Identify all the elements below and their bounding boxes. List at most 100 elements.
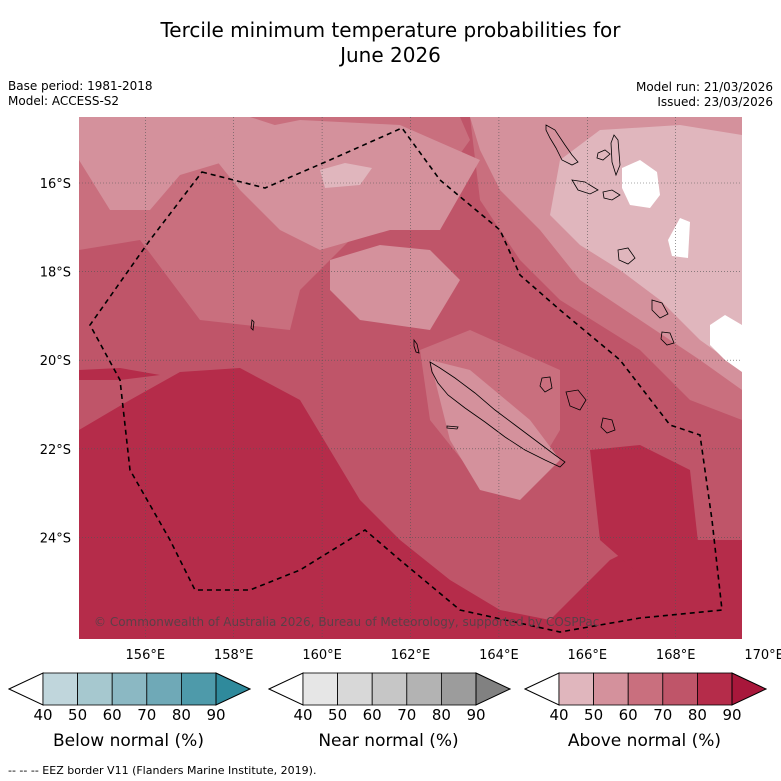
isle-coast	[446, 425, 459, 430]
eez-border	[89, 127, 723, 633]
colorbar-low-extension	[524, 672, 560, 706]
colorbar-segment	[406, 672, 442, 706]
lon-tick-label: 164°E	[479, 648, 519, 663]
base-period: Base period: 1981-2018	[8, 79, 153, 93]
colorbar-tick-label: 60	[102, 706, 122, 724]
graticule	[79, 117, 742, 639]
field-50-center	[330, 245, 460, 330]
lat-tick-label: 18°S	[40, 266, 71, 281]
field-white-3	[710, 315, 742, 372]
field-white-1	[622, 160, 660, 208]
colorbar-tick-label: 70	[137, 706, 157, 724]
coastlines	[250, 124, 675, 468]
reef-coast	[413, 338, 420, 354]
lon-tick-label: 156°E	[126, 648, 166, 663]
lat-tick-label: 22°S	[40, 443, 71, 458]
island-5	[617, 247, 636, 265]
lat-tick-label: 16°S	[40, 177, 71, 192]
latitude-axis: 16°S 18°S 20°S 22°S 24°S	[40, 177, 71, 546]
island-2	[610, 134, 621, 177]
island-7	[660, 331, 675, 346]
field-white-2	[668, 218, 690, 258]
chesterfield-coast	[250, 319, 255, 331]
colorbar-segment	[180, 672, 217, 706]
field-40-north	[320, 163, 372, 188]
probability-field	[79, 117, 742, 639]
colorbar-tick-label: 50	[584, 706, 604, 724]
colorbar-segment	[302, 672, 338, 706]
colorbar-tick-label: 60	[618, 706, 638, 724]
colorbar-low-extension	[268, 672, 304, 706]
colorbar-high-extension	[215, 672, 251, 706]
field-80-south	[79, 368, 742, 639]
colorbar-tick-label: 80	[431, 706, 451, 724]
island-3	[571, 179, 599, 195]
lon-tick-label: 158°E	[214, 648, 254, 663]
colorbar-tick-label: 70	[653, 706, 673, 724]
colorbar-tick-label: 90	[206, 706, 226, 724]
map-title: Tercile minimum temperature probabilitie…	[0, 18, 781, 68]
model-name: Model: ACCESS-S2	[8, 94, 120, 108]
island-4	[602, 189, 621, 201]
meta-right: Model run: 21/03/2026 Issued: 23/03/2026	[636, 80, 773, 110]
colorbar-segment	[662, 672, 698, 706]
colorbar-low-extension	[8, 672, 44, 706]
eez-legend-note: -- -- -- EEZ border V11 (Flanders Marine…	[8, 764, 317, 777]
colorbar-segment	[111, 672, 148, 706]
lifou-coast	[565, 389, 587, 411]
meta-left: Base period: 1981-2018 Model: ACCESS-S2	[8, 79, 153, 109]
colorbar-segment	[77, 672, 113, 706]
colorbar-segment	[440, 672, 477, 706]
colorbar-segment	[146, 672, 182, 706]
colorbar-tick-label: 40	[549, 706, 569, 724]
new-caledonia-coast	[429, 361, 566, 468]
title-line-2: June 2026	[340, 43, 441, 67]
colorbar	[268, 672, 511, 706]
lon-tick-label: 168°E	[656, 648, 696, 663]
model-run: Model run: 21/03/2026	[635, 80, 773, 94]
island-6	[651, 299, 669, 319]
colorbar-high-extension	[475, 672, 511, 706]
issued-date: Issued: 23/03/2026	[657, 95, 773, 109]
field-80-east	[590, 445, 700, 575]
colorbar-tick-label: 40	[293, 706, 313, 724]
copyright-notice: © Commonwealth of Australia 2026, Bureau…	[94, 615, 599, 629]
island-1	[596, 149, 611, 161]
colorbar-segment	[593, 672, 629, 706]
colorbar-segment	[371, 672, 408, 706]
colorbar-tick-label: 40	[33, 706, 53, 724]
colorbar-high-extension	[731, 672, 767, 706]
colorbar-segment	[558, 672, 594, 706]
lon-tick-label: 162°E	[391, 648, 431, 663]
mare-coast	[600, 417, 616, 434]
colorbar-label: Below normal (%)	[53, 731, 204, 751]
lat-tick-label: 20°S	[40, 354, 71, 369]
colorbar-segment	[696, 672, 733, 706]
field-40-east	[550, 125, 742, 370]
field-80-west	[79, 368, 160, 380]
colorbar	[8, 672, 251, 706]
colorbar-tick-label: 70	[397, 706, 417, 724]
ouvea-coast	[539, 376, 553, 393]
colorbar	[524, 672, 767, 706]
lat-tick-label: 24°S	[40, 531, 71, 546]
colorbar-label: Above normal (%)	[567, 731, 722, 751]
longitude-axis: 156°E 158°E 160°E 162°E 164°E 166°E 168°E 170°E	[126, 648, 781, 663]
lon-tick-label: 170°E	[744, 648, 781, 663]
colorbar-tick-label: 60	[362, 706, 382, 724]
title-line-1: Tercile minimum temperature probabilitie…	[160, 18, 621, 42]
colorbar-tick-label: 90	[466, 706, 486, 724]
colorbar-segment	[337, 672, 373, 706]
espiritu-santo-coast	[545, 124, 579, 166]
colorbar-segment	[627, 672, 664, 706]
lon-tick-label: 160°E	[302, 648, 342, 663]
colorbar-tick-label: 90	[722, 706, 742, 724]
lon-tick-label: 166°E	[568, 648, 608, 663]
colorbar-tick-label: 80	[171, 706, 191, 724]
colorbar-label: Near normal (%)	[318, 731, 459, 751]
colorbar-segment	[42, 672, 78, 706]
colorbar-tick-label: 80	[687, 706, 707, 724]
colorbar-tick-label: 50	[68, 706, 88, 724]
colorbar-tick-label: 50	[328, 706, 348, 724]
